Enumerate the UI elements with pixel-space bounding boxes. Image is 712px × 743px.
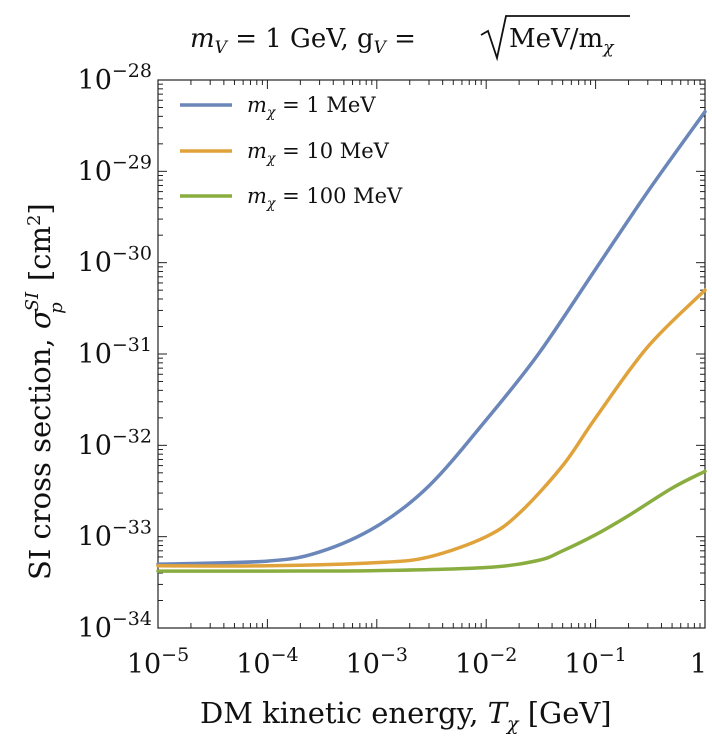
y-tick-label: 10−29 — [78, 151, 152, 187]
y-tick-label: 10−30 — [78, 243, 152, 279]
y-tick-label: 10−33 — [78, 517, 152, 553]
series-line-1 — [156, 288, 707, 568]
y-tick-label: 10−32 — [78, 425, 152, 461]
legend-label-10mev: mχ = 10 MeV — [247, 139, 390, 167]
y-tick-label: 10−34 — [78, 608, 152, 644]
plot-title: mV = 1 GeV, gV = — [190, 24, 416, 58]
y-tick-label: 10−28 — [78, 60, 152, 96]
tick-labels-layer: 10−5 10−4 10−3 10−2 10−1 1 10−34 10−33 10−32 10−3… — [78, 60, 707, 680]
x-axis-title: DM kinetic energy, Tχ [GeV] — [200, 696, 612, 735]
ticks-layer — [157, 79, 706, 629]
series-line-0 — [156, 109, 707, 566]
plot-title-sqrt: MeV/mχ — [509, 24, 615, 58]
series-line-2 — [156, 469, 707, 573]
x-tick-label: 10−4 — [236, 644, 298, 680]
plot-frame — [157, 79, 706, 629]
legend-label-100mev: mχ = 100 MeV — [247, 184, 403, 212]
x-tick-label: 1 — [690, 649, 707, 680]
x-tick-label: 10−1 — [564, 644, 626, 680]
series-layer — [156, 109, 707, 573]
y-tick-label: 10−31 — [78, 334, 152, 370]
legend-label-1mev: mχ = 1 MeV — [247, 93, 376, 121]
x-tick-label: 10−3 — [346, 644, 408, 680]
sqrt-sign — [480, 15, 630, 62]
x-tick-label: 10−2 — [455, 644, 517, 680]
y-axis-title: SI cross section, σSI p [cm2] — [22, 203, 68, 580]
legend: mχ = 1 MeV mχ = 10 MeV mχ = 100 MeV — [180, 93, 403, 212]
x-tick-label: 10−5 — [127, 644, 189, 680]
